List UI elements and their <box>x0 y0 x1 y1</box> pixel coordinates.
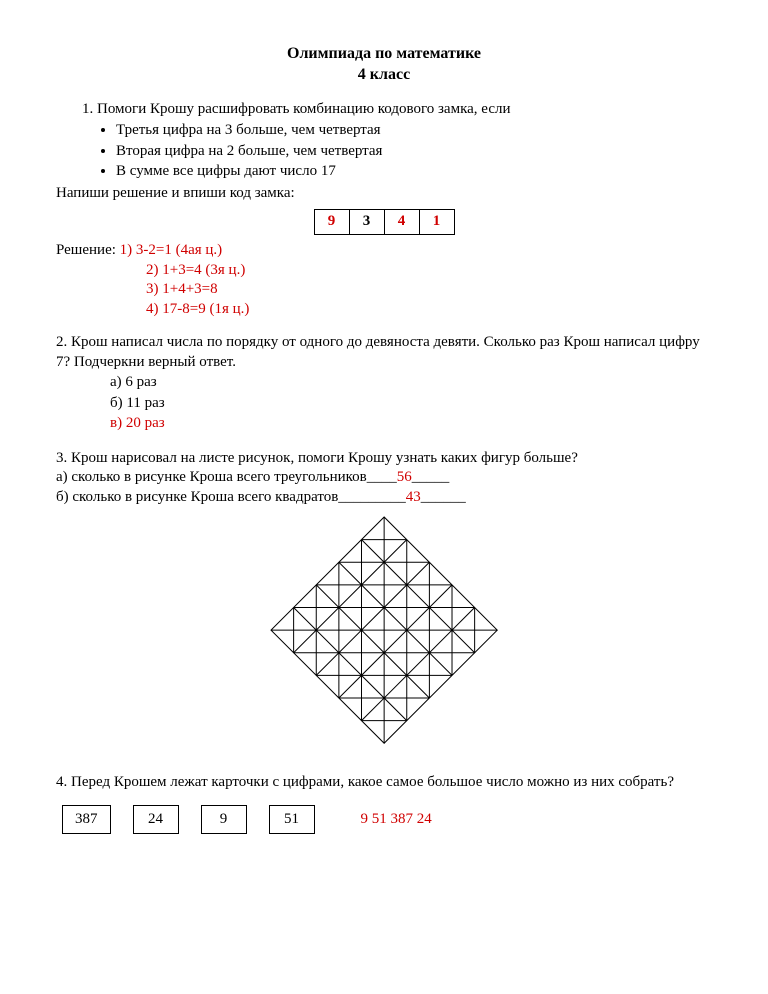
q1-instruction: Напиши решение и впиши код замка: <box>56 184 712 204</box>
q3-b-pre: б) сколько в рисунке Кроша всего квадрат… <box>56 489 406 505</box>
solution-line: 2) 1+3=4 (3я ц.) <box>146 261 712 281</box>
q1-bullet: Вторая цифра на 2 больше, чем четвертая <box>116 142 712 162</box>
code-lock-table: 9 3 4 1 <box>314 209 455 235</box>
code-digit-4: 1 <box>419 210 454 235</box>
code-digit-2: 3 <box>349 210 384 235</box>
q4-answer: 9 51 387 24 <box>361 810 432 830</box>
solution-line: 3) 1+4+3=8 <box>146 280 712 300</box>
q4-text: 4. Перед Крошем лежат карточки с цифрами… <box>56 773 712 793</box>
q3-line-a: а) сколько в рисунке Кроша всего треугол… <box>56 468 712 488</box>
solution-line: 4) 17-8=9 (1я ц.) <box>146 300 712 320</box>
q3-a-answer: 56 <box>397 469 412 485</box>
q4-card: 9 <box>201 805 247 835</box>
q4-cards-row: 387 24 9 51 9 51 387 24 <box>62 805 712 835</box>
solution-label: Решение: <box>56 242 120 258</box>
q2-option-c: в) 20 раз <box>110 414 712 434</box>
q4-card: 387 <box>62 805 111 835</box>
q4-card: 51 <box>269 805 315 835</box>
q3-intro: 3. Крош нарисовал на листе рисунок, помо… <box>56 449 712 469</box>
q1-bullet: В сумме все цифры дают число 17 <box>116 162 712 182</box>
q1-solution: Решение: 1) 3-2=1 (4ая ц.) 2) 1+3=4 (3я … <box>56 241 712 319</box>
q3-b-post: ______ <box>421 489 466 505</box>
q1-bullets: Третья цифра на 3 больше, чем четвертая … <box>116 121 712 182</box>
code-digit-1: 9 <box>314 210 349 235</box>
q2-text: 2. Крош написал числа по порядку от одно… <box>56 333 712 372</box>
q2-option-b: б) 11 раз <box>110 394 712 414</box>
q1-bullet: Третья цифра на 3 больше, чем четвертая <box>116 121 712 141</box>
code-digit-3: 4 <box>384 210 419 235</box>
q3-diamond-figure <box>269 515 499 745</box>
q4-card: 24 <box>133 805 179 835</box>
solution-line: 1) 3-2=1 (4ая ц.) <box>120 242 223 258</box>
q1-intro: 1. Помоги Крошу расшифровать комбинацию … <box>82 100 712 120</box>
q3-a-post: _____ <box>412 469 450 485</box>
q2-option-a: а) 6 раз <box>110 373 712 393</box>
q3-b-answer: 43 <box>406 489 421 505</box>
q3-line-b: б) сколько в рисунке Кроша всего квадрат… <box>56 488 712 508</box>
q2-options: а) 6 раз б) 11 раз в) 20 раз <box>110 373 712 434</box>
q3-a-pre: а) сколько в рисунке Кроша всего треугол… <box>56 469 397 485</box>
page-subtitle: 4 класс <box>56 65 712 86</box>
page-title: Олимпиада по математике <box>56 44 712 65</box>
